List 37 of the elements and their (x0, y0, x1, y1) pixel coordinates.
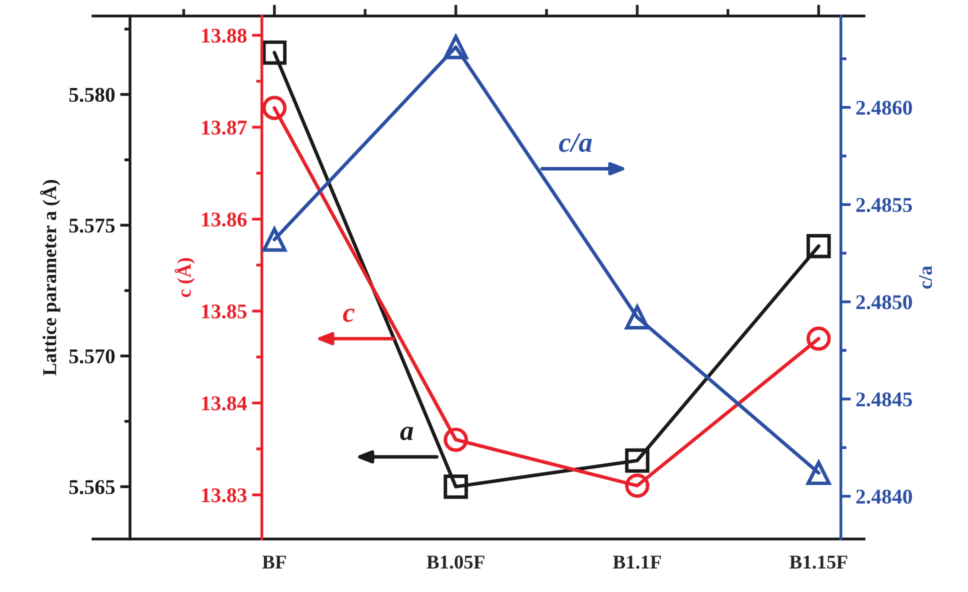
y-axis-title: Lattice parameter a (Å) (40, 180, 60, 376)
x-tick-label: B1.15F (790, 556, 848, 569)
annotation: c/a (558, 133, 592, 152)
point (625, 474, 650, 498)
y-tick-label: 5.570 (69, 349, 115, 364)
y3-axis-title: c/a (918, 266, 932, 289)
x-tick-label: B1.05F (426, 556, 484, 569)
point (444, 474, 468, 499)
y-tick-label: 5.580 (69, 88, 115, 102)
point (444, 34, 468, 60)
x-tick-label: BF (262, 556, 286, 569)
point (262, 96, 287, 120)
point (806, 460, 831, 486)
point (262, 40, 287, 65)
point (806, 234, 831, 258)
y2-axis-title: c (Å) (174, 258, 195, 298)
y2-tick-label: 13.85 (202, 304, 247, 319)
point (625, 305, 650, 330)
y2-tick-label: 13.83 (202, 488, 247, 502)
y-tick-label: 5.565 (69, 480, 115, 494)
y3-tick-label: 2.4845 (856, 392, 912, 407)
y3-tick-label: 2.4850 (856, 295, 912, 310)
y3-tick-label: 2.4840 (856, 490, 912, 504)
y2-tick-label: 13.87 (202, 120, 247, 135)
x-tick-label: B1.1F (612, 556, 661, 569)
annotation: a (400, 426, 414, 440)
y3-tick-label: 2.4855 (856, 198, 912, 212)
point (625, 448, 650, 473)
point (444, 428, 468, 452)
y-tick-label: 5.575 (69, 218, 115, 233)
y2-tick-label: 13.86 (202, 212, 247, 227)
y2-tick-label: 13.88 (202, 28, 247, 43)
point (262, 227, 287, 252)
point (806, 326, 831, 351)
y3-tick-label: 2.4860 (856, 100, 912, 115)
y2-tick-label: 13.84 (202, 396, 247, 410)
annotation: c (343, 308, 355, 322)
